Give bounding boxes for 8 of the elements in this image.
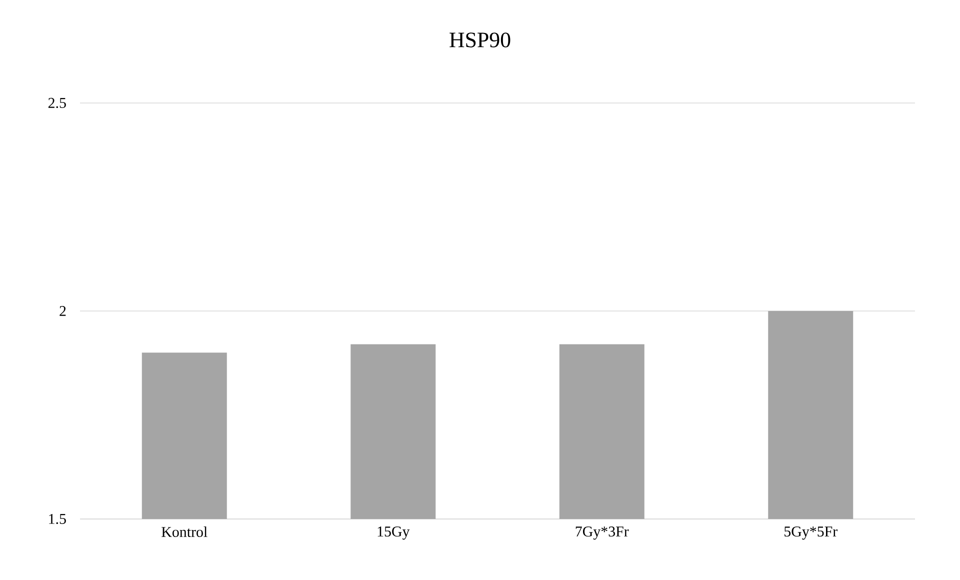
chart-title: HSP90: [450, 32, 510, 48]
x-tick-label: 5Gy*5Fr: [784, 526, 838, 540]
x-tick-label: 7Gy*3Fr: [576, 526, 629, 540]
x-tick-label: 15Gy: [378, 526, 410, 540]
y-tick-label: 2.5: [48, 98, 66, 108]
x-tick-label: Kontrol: [162, 526, 208, 538]
y-tick-label: 2: [60, 306, 66, 316]
y-tick-label: 1.5: [49, 514, 66, 524]
